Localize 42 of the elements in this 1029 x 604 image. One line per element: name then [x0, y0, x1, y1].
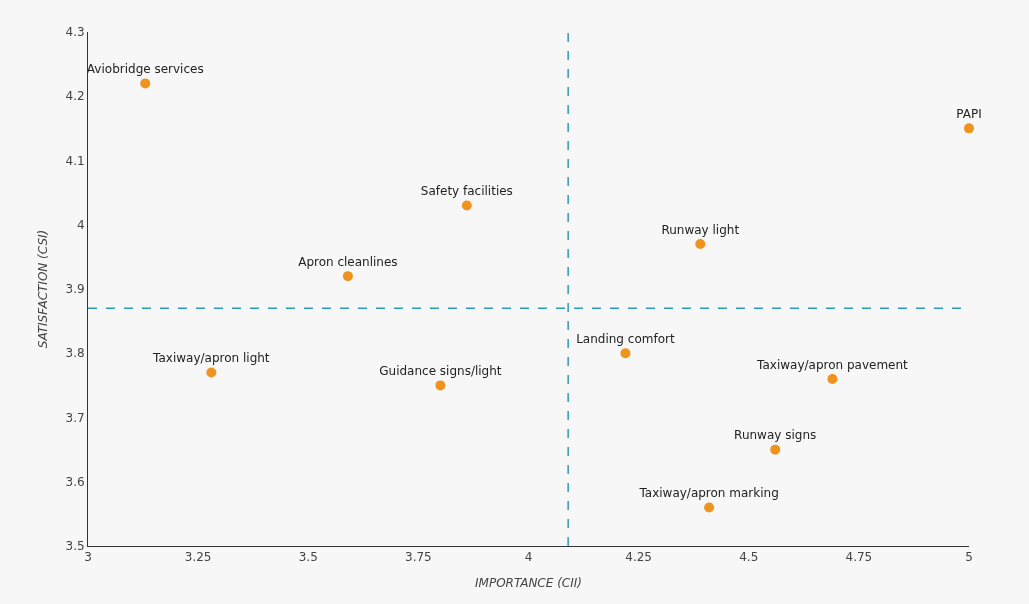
point: [140, 78, 151, 89]
y-axis-title: SATISFACTION (CSI): [35, 229, 50, 349]
x-tick-label: 3.75: [405, 550, 432, 565]
data-label: Apron cleanlines: [298, 254, 398, 269]
data-label: Runway light: [661, 222, 740, 237]
point: [461, 200, 472, 211]
x-tick-label: 3.25: [184, 550, 212, 565]
x-axis-title: IMPORTANCE (CII): [475, 576, 582, 591]
data-label: Taxiway/apron pavement: [756, 357, 909, 372]
point: [206, 367, 217, 378]
y-tick-label: 4.1: [65, 153, 85, 168]
y-tick-label: 3.6: [65, 474, 85, 489]
point: [695, 239, 706, 250]
x-tick-label: 3.5: [298, 550, 318, 565]
point: [827, 373, 838, 384]
x-tick-label: 4.5: [739, 550, 759, 565]
point: [435, 380, 446, 391]
y-tick-label: 3.9: [65, 282, 85, 297]
x-tick-label: 5: [965, 550, 973, 565]
y-tick-label: 3.8: [65, 346, 85, 361]
x-tick-label: 4.25: [625, 550, 652, 565]
point: [964, 123, 974, 134]
data-label: PAPI: [956, 107, 982, 122]
data-label: Guidance signs/light: [379, 364, 502, 379]
data-label: Landing comfort: [576, 332, 675, 346]
data-label: Aviobridge services: [86, 62, 204, 77]
y-tick-label: 4: [76, 217, 85, 232]
point: [342, 271, 353, 282]
point: [770, 444, 781, 455]
point: [620, 348, 631, 359]
y-tick-label: 4.2: [65, 89, 85, 104]
x-tick-label: 3: [84, 550, 92, 565]
x-tick-label: 4.75: [845, 550, 873, 565]
point: [704, 502, 715, 513]
data-label: Safety facilities: [420, 184, 513, 199]
y-tick-label: 3.5: [65, 539, 85, 554]
y-tick-label: 3.7: [65, 410, 85, 425]
x-tick-label: 4: [524, 550, 533, 565]
data-label: Runway signs: [734, 428, 817, 443]
data-label: Taxiway/apron marking: [638, 486, 779, 501]
data-label: Taxiway/apron light: [152, 351, 270, 366]
y-tick-label: 4.3: [65, 25, 85, 40]
